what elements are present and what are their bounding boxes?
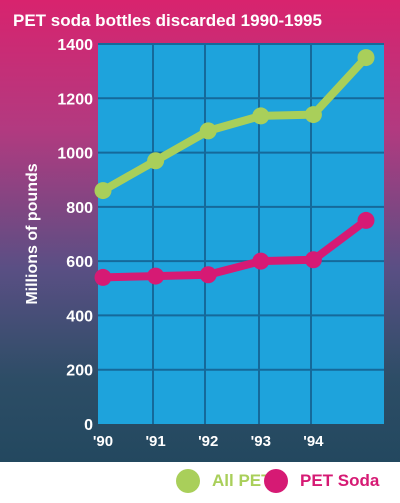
- line-chart: PET soda bottles discarded 1990-1995 0 20…: [13, 11, 384, 450]
- data-point-all-pet: [199, 122, 217, 140]
- y-tick-label: 800: [66, 200, 93, 217]
- series-group: [94, 49, 375, 286]
- chart-panel: PET soda bottles discarded 1990-1995 0 20…: [0, 0, 400, 462]
- data-point-all-pet: [94, 182, 112, 200]
- y-tick-label: 1000: [57, 146, 93, 163]
- legend-item-all-pet: All PET: [176, 468, 272, 494]
- x-tick-label: '92: [198, 433, 218, 450]
- series-line-pet-soda: [99, 216, 370, 282]
- y-tick-label: 1200: [57, 91, 93, 108]
- data-point-pet-soda: [357, 211, 375, 229]
- data-point-all-pet: [304, 106, 322, 124]
- legend-item-pet-soda: PET Soda: [264, 468, 379, 494]
- y-tick-label: 400: [66, 308, 93, 325]
- y-tick-label: 200: [66, 363, 93, 380]
- legend-label-all-pet: All PET: [212, 471, 272, 490]
- legend-marker-pet-soda: [264, 469, 288, 493]
- x-tick-label: '90: [93, 433, 113, 450]
- data-point-all-pet: [357, 49, 375, 67]
- x-tick-label: '93: [251, 433, 271, 450]
- y-tick-label: 0: [84, 417, 93, 434]
- x-tick-label: '94: [303, 433, 324, 450]
- y-tick-label: 600: [66, 254, 93, 271]
- plot-area: [98, 44, 384, 424]
- y-axis-ticks: 0 200 400 600 800 1000 1200 1400: [57, 37, 93, 434]
- data-point-all-pet: [252, 107, 270, 125]
- legend-marker-all-pet: [176, 469, 200, 493]
- y-tick-label: 1400: [57, 37, 93, 54]
- x-tick-label: '91: [145, 433, 165, 450]
- y-axis-label: Millions of pounds: [24, 163, 41, 304]
- legend: All PET PET Soda: [0, 462, 400, 503]
- data-point-pet-soda: [304, 251, 322, 269]
- data-point-all-pet: [147, 152, 165, 170]
- chart-title: PET soda bottles discarded 1990-1995: [13, 11, 322, 30]
- data-point-pet-soda: [94, 268, 112, 286]
- x-axis-ticks: '90 '91 '92 '93 '94: [93, 433, 324, 450]
- data-point-pet-soda: [147, 267, 165, 285]
- legend-label-pet-soda: PET Soda: [300, 471, 380, 490]
- series-line-all-pet: [99, 53, 370, 195]
- data-point-pet-soda: [252, 252, 270, 270]
- data-point-pet-soda: [199, 266, 217, 284]
